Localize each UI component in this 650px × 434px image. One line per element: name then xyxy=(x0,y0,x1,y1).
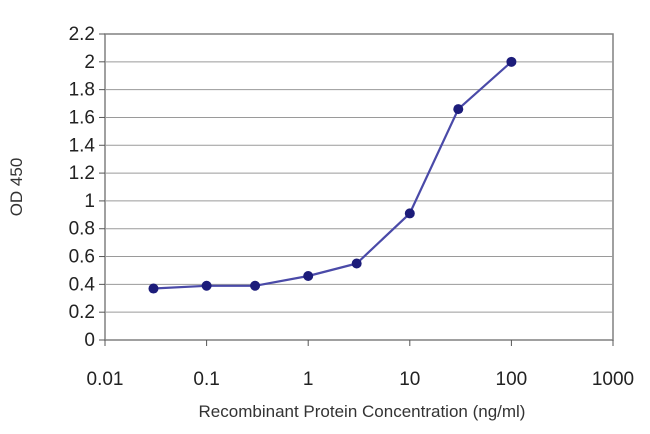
data-point xyxy=(250,280,261,291)
x-axis-title: Recombinant Protein Concentration (ng/ml… xyxy=(199,402,526,421)
y-tick-label: 2 xyxy=(84,52,95,73)
data-point xyxy=(404,208,415,219)
y-tick-label: 0 xyxy=(84,330,95,351)
y-tick-label: 1.6 xyxy=(69,107,95,128)
data-point xyxy=(303,271,314,282)
x-tick-label: 10 xyxy=(399,369,420,390)
data-point xyxy=(453,104,464,115)
data-point xyxy=(201,280,212,291)
x-tick-labels: 0.01 0.1 1 10 100 1000 xyxy=(87,369,635,390)
data-point xyxy=(351,258,362,269)
y-tick-label: 2.2 xyxy=(69,24,95,45)
y-tick-labels: 0 0.2 0.4 0.6 0.8 1 1.2 1.4 1.6 1.8 2 2.2 xyxy=(69,24,96,351)
y-tick-label: 0.6 xyxy=(69,247,95,268)
y-tick-label: 0.2 xyxy=(69,302,95,323)
y-tick-label: 1.8 xyxy=(69,80,95,101)
y-tick-label: 1.4 xyxy=(69,135,96,156)
y-tick-label: 1 xyxy=(84,191,95,212)
data-point xyxy=(148,283,159,294)
x-tick-label: 100 xyxy=(496,369,528,390)
gridlines xyxy=(105,61,613,313)
y-tick-label: 1.2 xyxy=(69,163,95,184)
data-point xyxy=(506,56,517,67)
y-tick-label: 0.4 xyxy=(69,274,96,295)
y-axis-title: OD 450 xyxy=(7,158,26,217)
plot-area xyxy=(104,33,614,341)
x-tick-label: 0.01 xyxy=(87,369,124,390)
x-tick-label: 1 xyxy=(303,369,314,390)
series-line xyxy=(153,60,513,290)
y-tick-label: 0.8 xyxy=(69,219,95,240)
x-tick-label: 0.1 xyxy=(193,369,219,390)
series-layer xyxy=(148,56,517,294)
axes xyxy=(99,33,614,346)
x-tick-label: 1000 xyxy=(592,369,634,390)
